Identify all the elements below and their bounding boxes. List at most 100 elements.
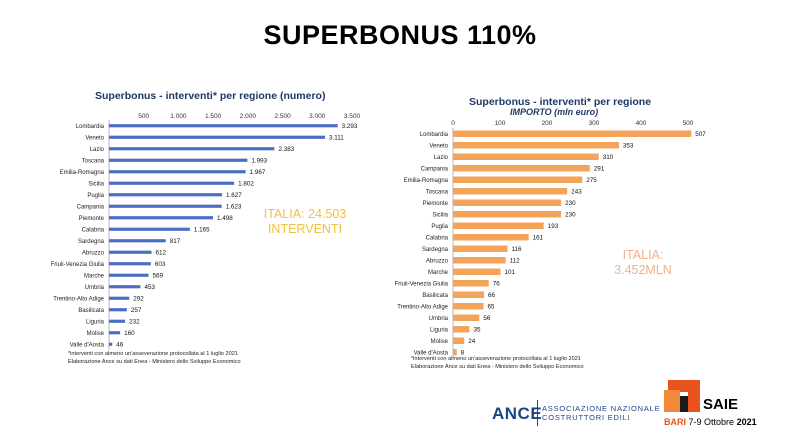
bar	[109, 296, 130, 300]
data-label: 1.993	[251, 157, 267, 164]
category-label: Piemonte	[79, 216, 105, 222]
bar	[109, 227, 190, 231]
category-label: Marche	[428, 270, 449, 276]
data-label: 275	[586, 177, 597, 184]
data-label: 65	[488, 303, 496, 310]
bar	[453, 337, 465, 344]
data-label: 116	[512, 246, 523, 253]
bar	[453, 130, 692, 137]
bar	[453, 199, 562, 206]
ance-logo: ANCE	[492, 404, 543, 423]
category-label: Sardegna	[78, 239, 105, 245]
category-label: Abruzzo	[82, 250, 105, 256]
bar	[453, 176, 583, 183]
bar	[109, 216, 214, 220]
category-label: Basilicata	[422, 293, 448, 299]
bar	[109, 262, 151, 266]
category-label: Toscana	[426, 189, 449, 195]
category-label: Veneto	[85, 135, 104, 141]
x-tick-label: 1.500	[205, 113, 222, 120]
data-label: 291	[594, 165, 605, 172]
bar	[109, 319, 126, 323]
data-label: 569	[153, 272, 164, 279]
bar	[453, 326, 470, 333]
x-tick-label: 200	[542, 120, 553, 127]
x-tick-label: 400	[636, 120, 647, 127]
category-label: Puglia	[431, 224, 448, 230]
category-label: Campania	[421, 166, 449, 172]
x-tick-label: 500	[138, 113, 149, 120]
data-label: 243	[571, 188, 582, 195]
bar	[453, 234, 529, 241]
bar-chart-importo: 0 100 200 300 400 500 Lombardia 507 Veneto 353 Laz…	[395, 120, 706, 358]
bar	[453, 268, 501, 275]
data-label: 56	[483, 315, 491, 322]
data-label: 1.967	[250, 169, 266, 176]
category-label: Lazio	[90, 147, 105, 153]
bar	[453, 314, 480, 321]
bar	[453, 142, 619, 149]
x-tick-label: 0	[451, 120, 455, 127]
category-label: Calabria	[426, 235, 449, 241]
data-label: 1.165	[194, 226, 210, 233]
note-line-2: Elaborazione Ance su dati Enea - Ministe…	[411, 363, 584, 370]
data-label: 453	[144, 284, 155, 291]
chart-title-importo: Superbonus - interventi* per regione	[469, 96, 652, 108]
bar	[109, 331, 121, 335]
italia-total-numero: ITALIA: 24.503 INTERVENTI	[240, 207, 370, 237]
category-label: Basilicata	[78, 308, 104, 314]
bar	[109, 193, 222, 197]
data-label: 101	[504, 269, 515, 276]
category-label: Lombardia	[76, 124, 105, 130]
bar	[109, 239, 166, 243]
italia-total-line-2: INTERVENTI	[267, 222, 343, 236]
bar	[453, 349, 457, 356]
x-tick-label: 3.500	[344, 113, 361, 120]
data-label: 24	[468, 338, 476, 345]
category-label: Valle d'Aosta	[414, 350, 449, 356]
category-label: Abruzzo	[426, 258, 449, 264]
italia-total-line-2: 3.452MLN	[614, 263, 672, 277]
bar	[453, 165, 590, 172]
note-line-2: Elaborazione Ance su dati Enea - Ministe…	[68, 358, 241, 365]
saie-dates: BARI 7-9 Ottobre 2021	[664, 417, 757, 427]
category-label: Friuli-Venezia Giulia	[395, 281, 449, 287]
data-label: 160	[124, 330, 135, 337]
data-label: 1.623	[226, 203, 242, 210]
x-tick-label: 300	[589, 120, 600, 127]
category-label: Marche	[84, 273, 105, 279]
category-label: Sicilia	[88, 181, 104, 187]
saie-logo-text: SAIE	[703, 396, 739, 413]
data-label: 35	[473, 326, 481, 333]
chart-notes-importo: *interventi con almeno un'asseverazione …	[411, 356, 584, 371]
italia-total-line-1: ITALIA: 24.503	[263, 207, 347, 221]
category-label: Veneto	[429, 143, 448, 149]
category-label: Lombardia	[420, 132, 449, 138]
data-label: 232	[129, 318, 140, 325]
category-label: Liguria	[86, 319, 105, 325]
data-label: 76	[493, 280, 501, 287]
data-label: 257	[131, 307, 142, 314]
category-label: Trentino-Alto Adige	[53, 296, 104, 302]
data-label: 1.627	[226, 192, 242, 199]
bar	[453, 280, 489, 287]
chart-subtitle-importo: IMPORTO (mln euro)	[510, 107, 599, 117]
saie-year: 2021	[736, 417, 757, 427]
italia-total-importo: ITALIA: 3.452MLN	[588, 248, 698, 278]
x-tick-label: 100	[495, 120, 506, 127]
ance-sub-line-1: ASSOCIAZIONE NAZIONALE	[542, 404, 661, 413]
x-tick-label: 500	[683, 120, 694, 127]
bar	[453, 153, 599, 160]
category-label: Toscana	[82, 158, 105, 164]
category-label: Calabria	[82, 227, 105, 233]
category-label: Emilia-Romagna	[60, 170, 105, 176]
category-label: Friuli-Venezia Giulia	[51, 262, 105, 268]
bar	[453, 188, 568, 195]
ance-sub-line-2: COSTRUTTORI EDILI	[542, 413, 631, 422]
category-label: Piemonte	[423, 201, 449, 207]
bar	[109, 250, 152, 254]
data-label: 46	[116, 341, 124, 348]
data-label: 161	[533, 234, 544, 241]
bar	[109, 342, 113, 346]
category-label: Umbria	[429, 316, 449, 322]
